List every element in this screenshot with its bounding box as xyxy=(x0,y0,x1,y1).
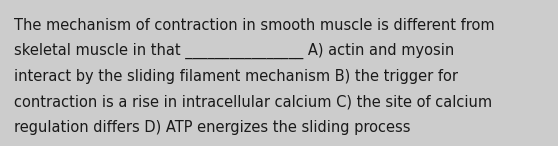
Text: interact by the sliding filament mechanism B) the trigger for: interact by the sliding filament mechani… xyxy=(14,69,458,84)
Text: skeletal muscle in that ________________ A) actin and myosin: skeletal muscle in that ________________… xyxy=(14,43,454,59)
Text: The mechanism of contraction in smooth muscle is different from: The mechanism of contraction in smooth m… xyxy=(14,18,494,33)
Text: contraction is a rise in intracellular calcium C) the site of calcium: contraction is a rise in intracellular c… xyxy=(14,94,492,109)
Text: regulation differs D) ATP energizes the sliding process: regulation differs D) ATP energizes the … xyxy=(14,120,411,135)
